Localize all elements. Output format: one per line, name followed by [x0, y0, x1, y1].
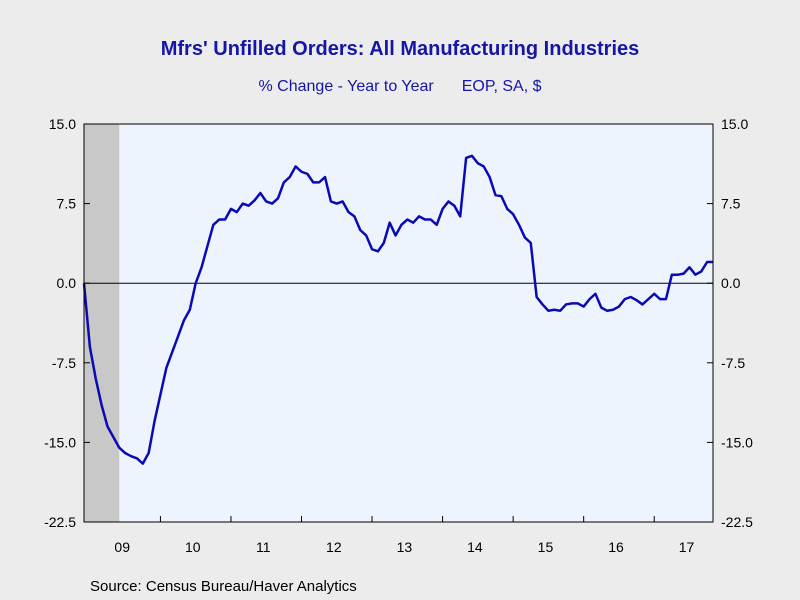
y-tick-label-right: 0.0 [721, 275, 741, 291]
x-axis: 09 10 11 12 13 14 15 16 17 [114, 516, 695, 555]
y-tick-label-right: -22.5 [721, 514, 753, 530]
y-tick-label-right: 15.0 [721, 116, 748, 132]
x-tick-label: 11 [256, 539, 271, 555]
y-tick-label-left: 0.0 [57, 275, 77, 291]
x-tick-label: 17 [679, 539, 695, 555]
source-note: Source: Census Bureau/Haver Analytics [90, 578, 357, 595]
plot-frame [83, 123, 714, 523]
recession-band [84, 124, 120, 522]
recession-shading-layer [84, 124, 120, 522]
y-tick-label-left: -15.0 [44, 434, 76, 450]
x-tick-label: 16 [608, 539, 624, 555]
y-tick-label-right: 7.5 [721, 196, 741, 212]
chart-title: Mfrs' Unfilled Orders: All Manufacturing… [160, 38, 640, 60]
x-tick-label: 12 [326, 539, 342, 555]
chart-subtitle: % Change - Year to Year EOP, SA, $ [0, 78, 800, 96]
y-tick-label-left: 7.5 [57, 196, 77, 212]
plot-area [84, 124, 713, 522]
subtitle-units: EOP, SA, $ [461, 78, 542, 95]
series-line [82, 154, 713, 465]
right-axis: 15.0 7.5 0.0 -7.5 -15.0 -22.5 [707, 116, 753, 530]
series-layer [82, 154, 713, 465]
left-axis: 15.0 7.5 0.0 -7.5 -15.0 -22.5 [44, 116, 90, 530]
x-tick-label: 09 [114, 539, 130, 555]
y-tick-label-left: 15.0 [49, 116, 76, 132]
y-tick-label-left: -7.5 [52, 355, 76, 371]
x-tick-label: 13 [397, 539, 413, 555]
x-tick-label: 15 [538, 539, 554, 555]
y-tick-label-right: -7.5 [721, 355, 745, 371]
subtitle-measure: % Change - Year to Year [258, 78, 434, 95]
y-tick-label-right: -15.0 [721, 434, 753, 450]
x-tick-label: 10 [185, 539, 201, 555]
x-tick-label: 14 [467, 539, 483, 555]
y-tick-label-left: -22.5 [44, 514, 76, 530]
